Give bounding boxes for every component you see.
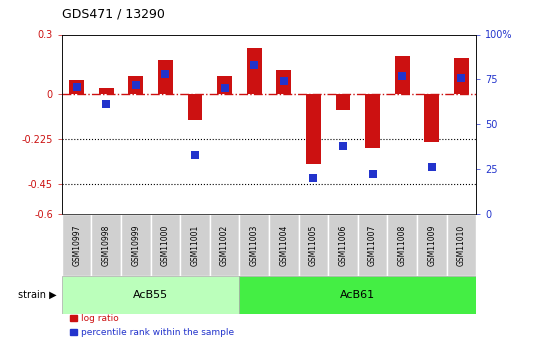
Bar (358, 214, 387, 276)
Text: GSM11004: GSM11004 (279, 224, 288, 266)
Bar (99, 88, 114, 94)
Point (131, 82, 140, 88)
Bar (188, 94, 202, 120)
Text: GSM11010: GSM11010 (457, 224, 466, 266)
Bar (387, 214, 417, 276)
Point (250, 62, 258, 68)
Bar (447, 214, 476, 276)
Text: GSM10999: GSM10999 (131, 224, 140, 266)
Bar (336, 94, 350, 110)
Point (279, 78, 288, 84)
Point (398, 73, 406, 79)
Bar (129, 76, 143, 94)
Bar (62, 276, 239, 314)
Bar (151, 214, 180, 276)
Text: strain ▶: strain ▶ (18, 290, 56, 300)
Bar (299, 214, 328, 276)
Bar (269, 214, 299, 276)
Point (161, 71, 170, 77)
Bar (210, 214, 239, 276)
Text: GSM10998: GSM10998 (102, 224, 111, 266)
Bar (328, 214, 358, 276)
Text: GSM11006: GSM11006 (338, 224, 348, 266)
Text: GSM11007: GSM11007 (368, 224, 377, 266)
Text: GSM11008: GSM11008 (398, 224, 407, 266)
Point (190, 152, 199, 157)
Bar (217, 76, 232, 94)
Bar (424, 94, 439, 142)
Text: GSM11000: GSM11000 (161, 224, 170, 266)
Bar (365, 94, 380, 148)
Text: AcB61: AcB61 (340, 290, 376, 300)
Bar (180, 214, 210, 276)
Text: GSM11005: GSM11005 (309, 224, 318, 266)
Bar (158, 60, 173, 94)
Point (427, 165, 436, 170)
Bar (121, 214, 151, 276)
Text: GSM11003: GSM11003 (250, 224, 259, 266)
Bar (277, 70, 291, 94)
Text: GDS471 / 13290: GDS471 / 13290 (62, 8, 165, 21)
Bar (239, 276, 476, 314)
Point (220, 86, 229, 91)
Legend: log ratio, percentile rank within the sample: log ratio, percentile rank within the sa… (66, 311, 238, 341)
Text: AcB55: AcB55 (133, 290, 168, 300)
Point (309, 175, 317, 181)
Text: GSM10997: GSM10997 (72, 224, 81, 266)
Text: GSM11002: GSM11002 (220, 224, 229, 266)
Bar (306, 94, 321, 164)
Point (102, 102, 111, 107)
Bar (395, 57, 409, 94)
Text: GSM11001: GSM11001 (190, 224, 200, 266)
Point (72, 84, 81, 89)
Point (457, 75, 465, 80)
Text: GSM11009: GSM11009 (427, 224, 436, 266)
Point (368, 172, 377, 177)
Bar (454, 58, 469, 94)
Bar (62, 214, 91, 276)
Point (339, 143, 348, 148)
Bar (417, 214, 447, 276)
Bar (91, 214, 121, 276)
Bar (239, 214, 269, 276)
Bar (247, 48, 261, 94)
Bar (69, 80, 84, 94)
